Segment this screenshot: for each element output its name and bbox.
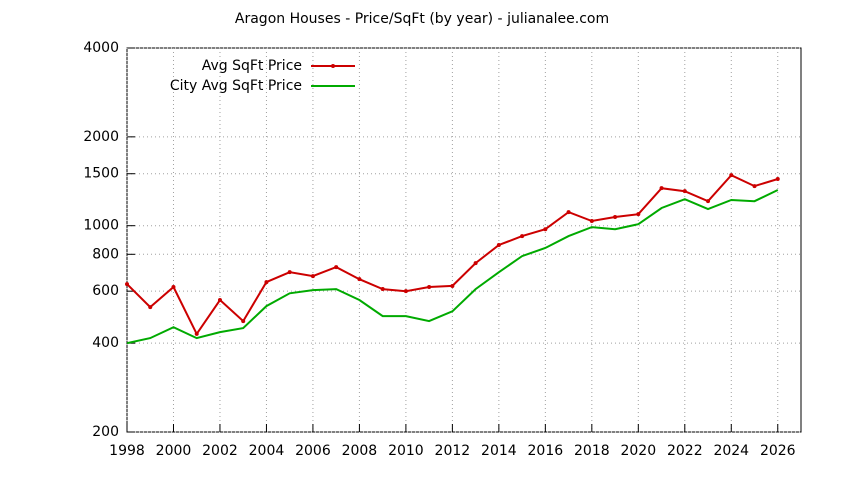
x-tick-label: 2008: [342, 443, 378, 459]
x-tick-label: 2002: [202, 443, 238, 459]
x-tick-label: 1998: [109, 443, 145, 459]
x-tick-label: 2020: [620, 443, 656, 459]
y-tick-label: 600: [92, 283, 119, 299]
x-tick-label: 2012: [435, 443, 471, 459]
y-tick-label: 400: [92, 335, 119, 351]
point: [241, 319, 246, 324]
point: [171, 284, 176, 289]
point: [706, 199, 711, 204]
x-tick-label: 2000: [156, 443, 192, 459]
point: [566, 210, 571, 215]
x-tick-label: 2024: [713, 443, 749, 459]
point: [194, 331, 199, 336]
y-tick-label: 1500: [83, 166, 119, 182]
point: [450, 283, 455, 288]
point: [473, 261, 478, 266]
x-tick-label: 2010: [388, 443, 424, 459]
x-tick-label: 2014: [481, 443, 517, 459]
legend-label: City Avg SqFt Price: [170, 78, 302, 94]
point: [125, 282, 129, 287]
plot-frame: [126, 47, 802, 433]
point: [520, 234, 525, 239]
point: [496, 243, 501, 248]
point: [636, 212, 641, 217]
x-tick-label: 2022: [667, 443, 703, 459]
y-tick-label: 2000: [83, 129, 119, 145]
y-tick-label: 4000: [83, 40, 119, 56]
point: [729, 173, 734, 178]
x-tick-label: 2018: [574, 443, 610, 459]
point: [682, 189, 687, 194]
y-tick-label: 1000: [83, 218, 119, 234]
series-line: [126, 189, 779, 345]
y-tick-label: 800: [92, 246, 119, 262]
point: [613, 215, 618, 220]
chart-title: Aragon Houses - Price/SqFt (by year) - j…: [235, 11, 609, 27]
x-tick-label: 2004: [249, 443, 285, 459]
legend-label: Avg SqFt Price: [202, 58, 302, 74]
point: [380, 287, 385, 292]
point: [752, 184, 757, 189]
point: [357, 277, 362, 282]
y-tick-label: 200: [92, 424, 119, 440]
point: [427, 284, 432, 289]
point: [775, 176, 780, 181]
x-tick-label: 2026: [760, 443, 796, 459]
point: [659, 186, 664, 191]
legend-marker: [331, 64, 335, 68]
point: [334, 265, 339, 270]
point: [217, 298, 222, 303]
point: [403, 289, 408, 294]
point: [310, 274, 315, 279]
x-tick-label: 2006: [295, 443, 331, 459]
point: [589, 219, 594, 224]
point: [543, 227, 548, 232]
x-tick-label: 2016: [528, 443, 564, 459]
point: [287, 270, 292, 275]
point: [264, 280, 269, 285]
point: [148, 305, 153, 310]
